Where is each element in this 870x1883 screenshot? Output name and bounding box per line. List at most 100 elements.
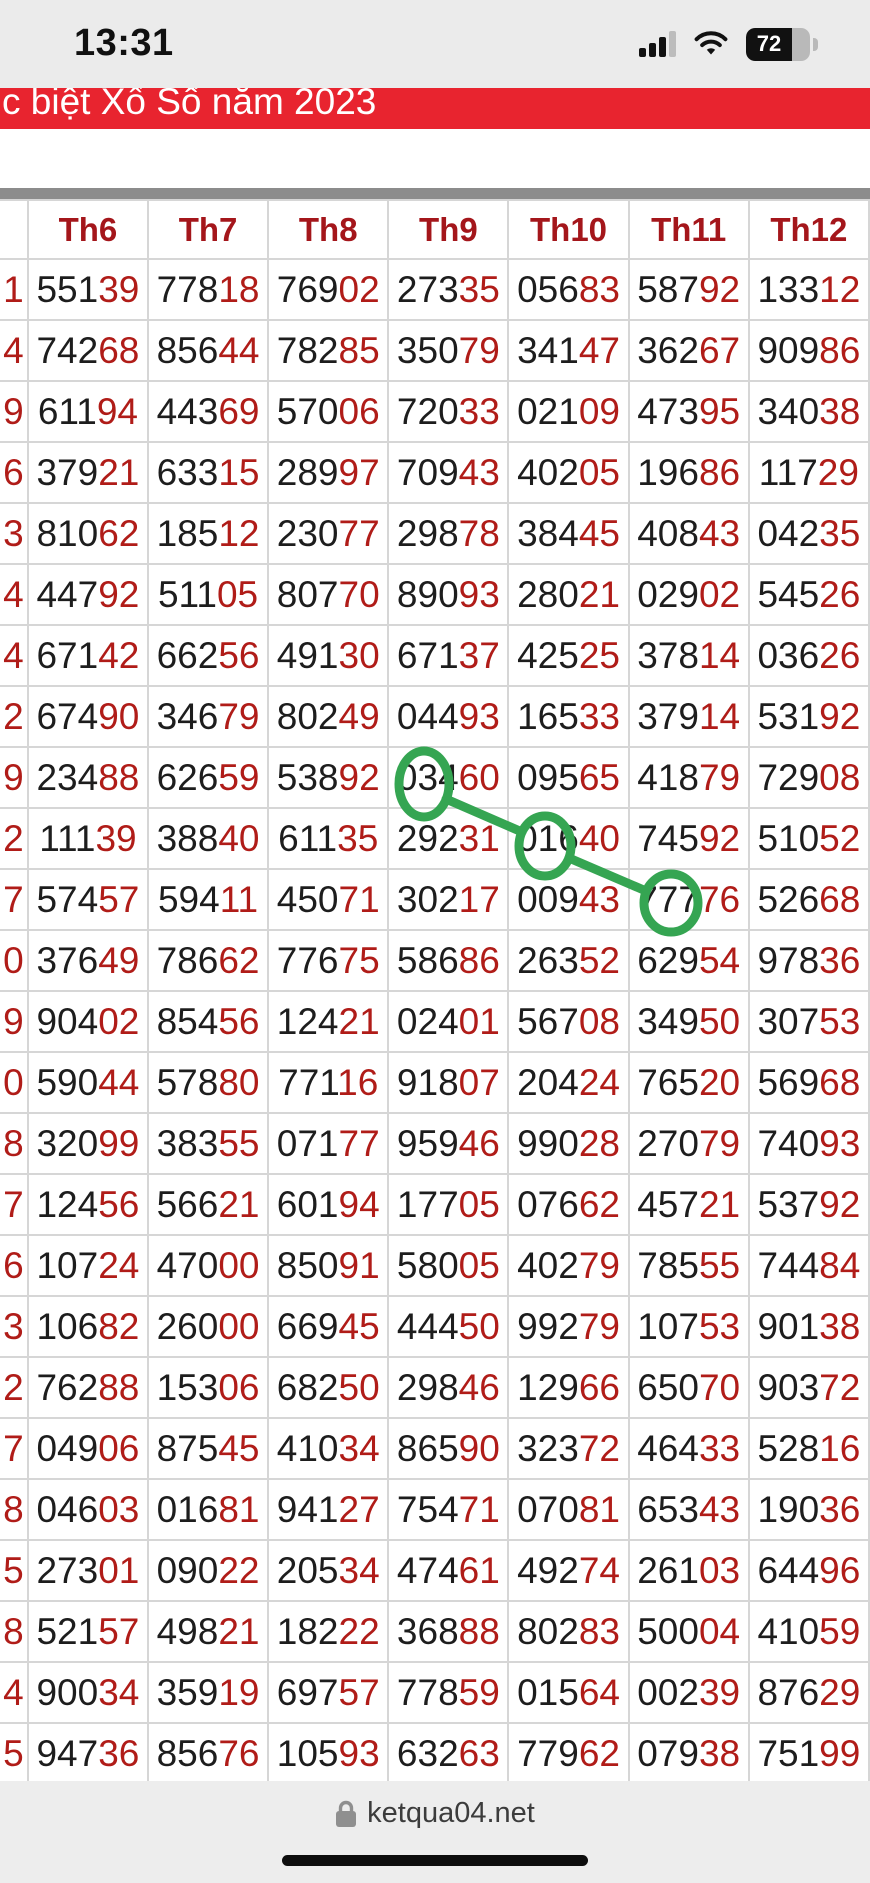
cut-off-number-cell: 4 [0,563,29,626]
table-row: 9 23488 62659 53892 03460 09565 41879 72908 [0,746,870,809]
number-cell: 90034 [26,1661,149,1724]
number-cell: 65070 [627,1356,750,1419]
number-cell: 95946 [387,1112,510,1175]
table-row: 3 10682 26000 66945 44450 99279 10753 90138 [0,1295,870,1358]
number-cell: 01564 [507,1661,630,1724]
number-cell: 19686 [627,441,750,504]
number-cell: 07662 [507,1173,630,1236]
number-cell: 77675 [267,929,390,992]
table-row: 1 55139 77818 76902 27335 05683 58792 13312 [0,258,870,321]
number-cell: 23077 [267,502,390,565]
number-cell: 55139 [26,258,149,321]
number-cell: 90372 [747,1356,870,1419]
number-cell: 07081 [507,1478,630,1541]
number-cell: 32372 [507,1417,630,1480]
number-cell: 52668 [747,868,870,931]
number-cell: 37814 [627,624,750,687]
number-cell: 57880 [146,1051,270,1114]
table-row: 9 61194 44369 57006 72033 02109 47395 34038 [0,380,870,443]
number-cell: 56968 [747,1051,870,1114]
number-cell: 47395 [627,380,750,443]
table-row: 9 90402 85456 12421 02401 56708 34950 30753 [0,990,870,1053]
cut-off-number-cell: 2 [0,1356,29,1419]
number-cell: 27301 [26,1539,149,1602]
number-cell: 37921 [26,441,149,504]
number-cell: 54526 [747,563,870,626]
wifi-icon [694,31,728,55]
number-cell: 85091 [267,1234,390,1297]
number-cell: 64496 [747,1539,870,1602]
number-cell: 34038 [747,380,870,443]
number-cell: 41879 [627,746,750,809]
cut-off-number-cell: 7 [0,1417,29,1480]
number-cell: 29231 [387,807,510,870]
cut-off-number-cell: 3 [0,1295,29,1358]
number-cell: 76902 [267,258,390,321]
number-cell: 51052 [747,807,870,870]
number-cell: 47461 [387,1539,510,1602]
month-header-cell: Th7 [146,199,270,260]
number-cell: 10753 [627,1295,750,1358]
table-row: 4 90034 35919 69757 77859 01564 00239 87629 [0,1661,870,1724]
number-cell: 09565 [507,746,630,809]
cut-off-number-cell: 2 [0,807,29,870]
number-cell: 53792 [747,1173,870,1236]
number-cell: 02902 [627,563,750,626]
cut-off-number-cell: 6 [0,441,29,504]
number-cell: 97836 [747,929,870,992]
number-cell: 11729 [747,441,870,504]
number-cell: 53192 [747,685,870,748]
cut-off-number-cell: 9 [0,990,29,1053]
number-cell: 89093 [387,563,510,626]
number-cell: 04603 [26,1478,149,1541]
number-cell: 57006 [267,380,390,443]
number-cell: 49274 [507,1539,630,1602]
number-cell: 86590 [387,1417,510,1480]
table-row: 3 81062 18512 23077 29878 38445 40843 04235 [0,502,870,565]
number-cell: 77818 [146,258,270,321]
number-cell: 76288 [26,1356,149,1419]
number-cell: 62954 [627,929,750,992]
number-cell: 87545 [146,1417,270,1480]
number-cell: 03460 [387,746,510,809]
page-header: c biệt Xổ Số năm 2023 [0,88,870,129]
table-row: 6 10724 47000 85091 58005 40279 78555 74484 [0,1234,870,1297]
lock-icon [336,1800,357,1827]
month-header-cell: Th12 [747,199,870,260]
number-cell: 15306 [146,1356,270,1419]
month-header-cell: Th8 [267,199,390,260]
url-bar[interactable]: ketqua04.net [0,1797,870,1830]
number-cell: 02401 [387,990,510,1053]
number-cell: 16533 [507,685,630,748]
number-cell: 77116 [267,1051,390,1114]
number-cell: 45721 [627,1173,750,1236]
battery-nub-icon [813,37,818,51]
cut-off-number-cell: 5 [0,1539,29,1602]
number-cell: 38355 [146,1112,270,1175]
number-cell: 11139 [26,807,149,870]
page-title: c biệt Xổ Số năm 2023 [2,88,377,122]
number-cell: 26000 [146,1295,270,1358]
number-cell: 99028 [507,1112,630,1175]
table-row: 8 32099 38355 07177 95946 99028 27079 74093 [0,1112,870,1175]
number-cell: 61135 [267,807,390,870]
number-cell: 30217 [387,868,510,931]
number-cell: 72033 [387,380,510,443]
month-header-cell: Th11 [627,199,750,260]
corner-header-cell [0,199,29,260]
number-cell: 99279 [507,1295,630,1358]
number-cell: 57457 [26,868,149,931]
number-cell: 87629 [747,1661,870,1724]
number-cell: 68250 [267,1356,390,1419]
number-cell: 34679 [146,685,270,748]
number-cell: 38840 [146,807,270,870]
cut-off-number-cell: 4 [0,319,29,382]
browser-bottom-bar: ketqua04.net [0,1781,870,1883]
number-cell: 67142 [26,624,149,687]
number-cell: 77776 [627,868,750,931]
number-cell: 58792 [627,258,750,321]
cut-off-number-cell: 5 [0,1722,29,1784]
number-cell: 81062 [26,502,149,565]
number-cell: 91807 [387,1051,510,1114]
home-indicator[interactable] [282,1855,588,1866]
